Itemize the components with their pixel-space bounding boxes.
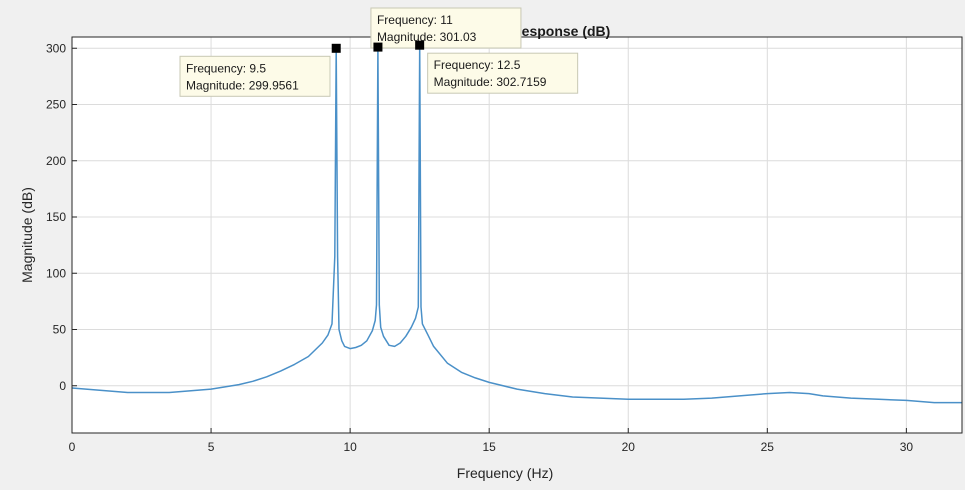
x-tick-label: 10 <box>343 440 357 454</box>
datatip[interactable]: Frequency: 9.5 Magnitude: 299.9561 <box>179 43 341 97</box>
datatip-frequency: Frequency: 9.5 <box>186 61 266 75</box>
datatip-magnitude: Magnitude: 302.7159 <box>434 75 547 89</box>
x-axis-label: Frequency (Hz) <box>457 465 553 481</box>
x-tick-label: 25 <box>761 440 775 454</box>
datatip-marker[interactable] <box>373 42 383 52</box>
y-tick-label: 50 <box>53 323 67 337</box>
y-axis-ticks: 0 50 100 150 200 250 300 <box>46 41 77 393</box>
datatip-marker[interactable] <box>415 40 425 50</box>
y-tick-label: 150 <box>46 210 66 224</box>
datatip[interactable]: Frequency: 11 Magnitude: 301.03 <box>370 7 522 52</box>
datatip-box <box>179 55 331 97</box>
datatip-marker[interactable] <box>331 43 341 53</box>
x-tick-label: 15 <box>483 440 497 454</box>
datatip-frequency: Frequency: 12.5 <box>434 58 521 72</box>
y-axis-label: Magnitude (dB) <box>19 187 35 283</box>
y-tick-label: 200 <box>46 154 66 168</box>
datatip[interactable]: Frequency: 12.5 Magnitude: 302.7159 <box>415 40 579 94</box>
datatip-magnitude: Magnitude: 299.9561 <box>186 78 299 92</box>
x-tick-label: 20 <box>622 440 636 454</box>
chart-title: esponse (dB) <box>522 23 611 39</box>
series-line <box>71 44 962 404</box>
y-tick-label: 300 <box>46 41 66 55</box>
grid-lines <box>71 37 962 433</box>
datatip-magnitude: Magnitude: 301.03 <box>377 30 477 44</box>
datatip-box <box>427 52 579 94</box>
y-tick-label: 250 <box>46 98 66 112</box>
datatip-box <box>370 7 522 49</box>
datatip-frequency: Frequency: 11 <box>377 13 453 27</box>
y-tick-label: 0 <box>59 379 66 393</box>
y-tick-label: 100 <box>46 266 66 280</box>
x-axis-ticks: 0 5 10 15 20 25 30 <box>69 428 914 454</box>
x-tick-label: 0 <box>69 440 76 454</box>
x-tick-label: 30 <box>900 440 914 454</box>
x-tick-label: 5 <box>208 440 215 454</box>
plot-area <box>72 37 962 433</box>
series-layer <box>71 44 962 404</box>
